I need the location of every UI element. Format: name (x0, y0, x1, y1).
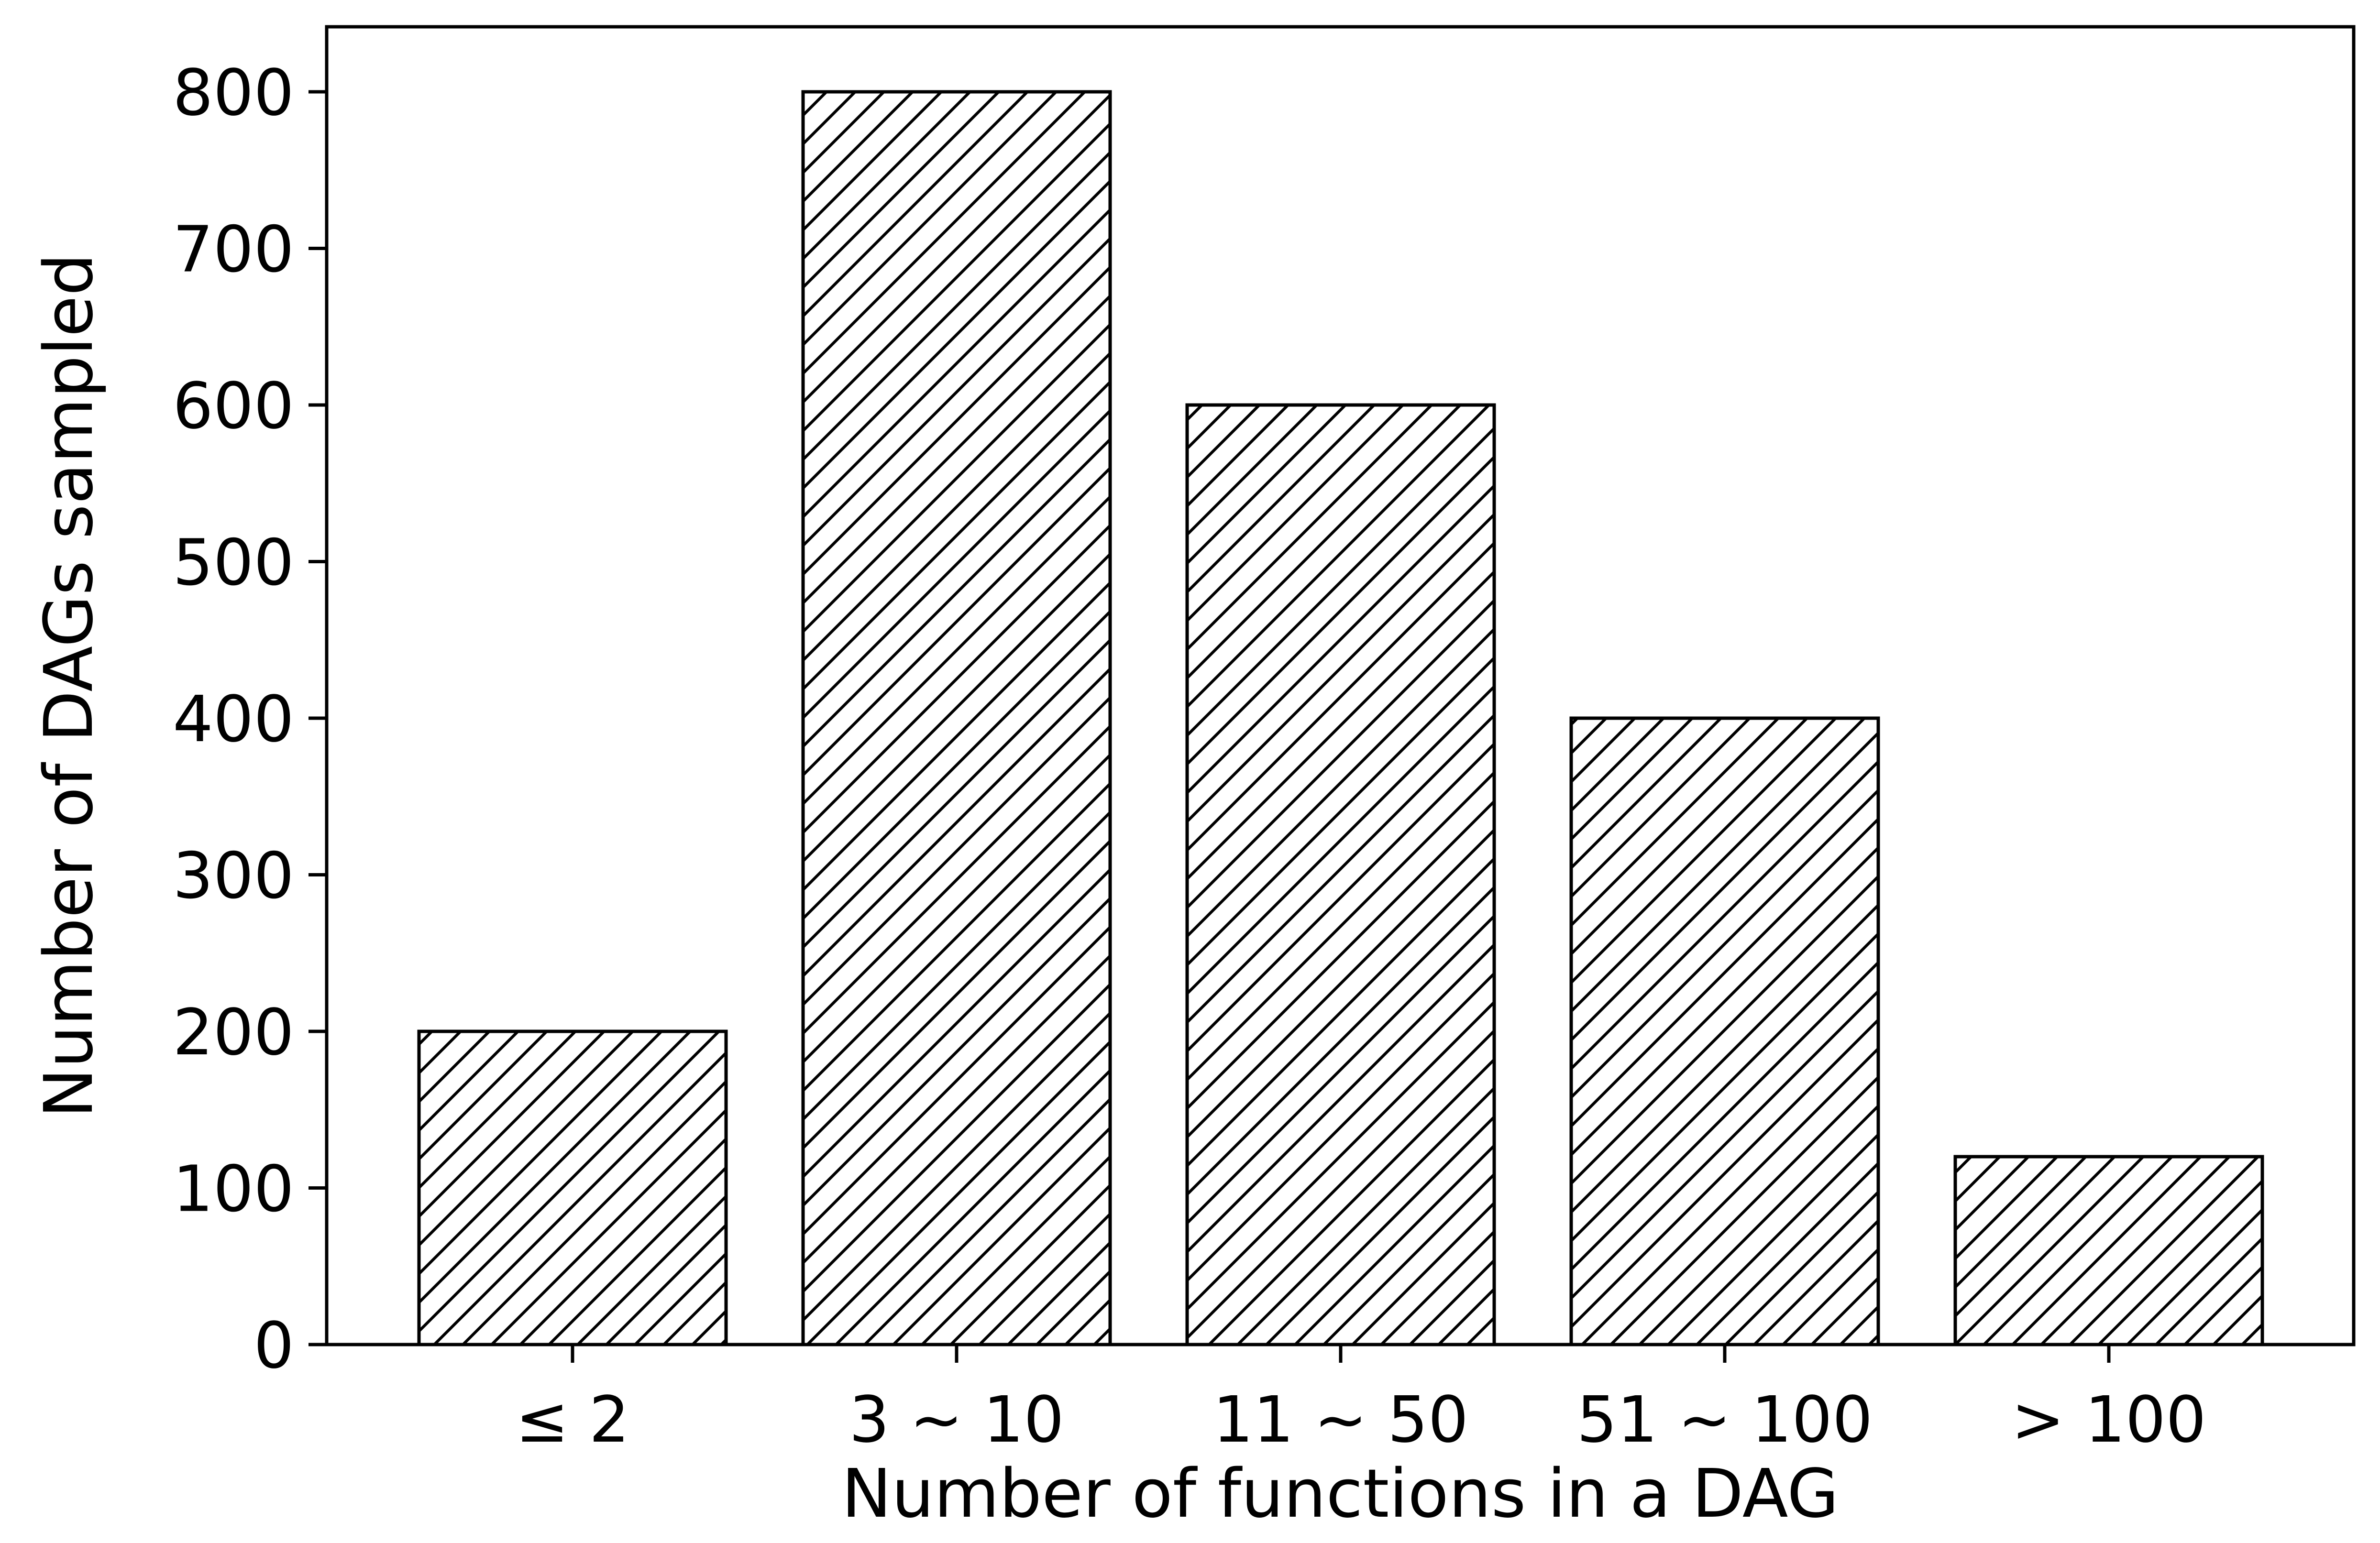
y-tick-label: 800 (173, 56, 294, 130)
bar-1 (417, 1029, 728, 1346)
x-tick-label: ≤ 2 (516, 1383, 629, 1457)
x-axis-label: Number of functions in a DAG (841, 1455, 1839, 1533)
bar-3 (1185, 403, 1496, 1346)
x-tick-label: 11 ~ 50 (1213, 1383, 1468, 1457)
y-tick-label: 600 (173, 370, 294, 443)
bar-5 (1953, 1155, 2264, 1346)
y-axis-label: Number of DAGs sampled (30, 253, 108, 1118)
x-tick-label: 3 ~ 10 (849, 1383, 1064, 1457)
x-axis: ≤ 2 3 ~ 10 11 ~ 50 51 ~ 100 > 100 (516, 1345, 2206, 1457)
bar-2 (801, 90, 1112, 1346)
y-tick-label: 100 (173, 1153, 294, 1226)
y-axis: 0 100 200 300 400 500 600 700 800 (173, 56, 327, 1383)
bar-4 (1569, 716, 1880, 1346)
x-tick-label: 51 ~ 100 (1576, 1383, 1873, 1457)
y-tick-label: 0 (253, 1309, 294, 1383)
y-tick-label: 200 (173, 996, 294, 1070)
y-tick-label: 700 (173, 213, 294, 287)
bars (417, 90, 2264, 1346)
x-tick-label: > 100 (2011, 1383, 2206, 1457)
y-tick-label: 500 (173, 526, 294, 600)
plot-frame (325, 25, 2356, 1346)
y-tick-label: 400 (173, 683, 294, 756)
y-tick-label: 300 (173, 840, 294, 913)
